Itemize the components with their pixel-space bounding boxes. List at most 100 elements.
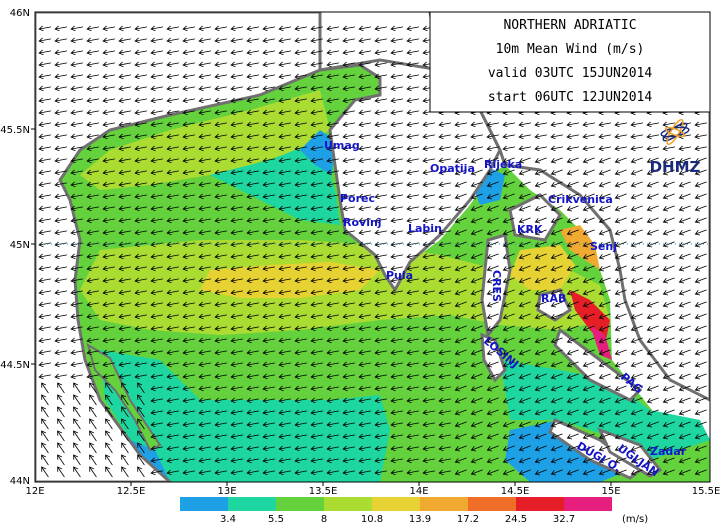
wind-arrow bbox=[630, 385, 643, 392]
wind-arrow bbox=[518, 205, 531, 212]
lon-tick-label: 12.5E bbox=[117, 486, 146, 497]
wind-arrow bbox=[214, 145, 227, 152]
wind-arrow bbox=[694, 241, 707, 248]
wind-arrow bbox=[198, 289, 211, 296]
wind-arrow bbox=[150, 445, 163, 452]
wind-arrow bbox=[166, 73, 179, 80]
wind-arrow bbox=[566, 289, 579, 296]
wind-arrow bbox=[150, 133, 163, 140]
wind-arrow bbox=[630, 349, 643, 356]
wind-arrow bbox=[534, 181, 547, 188]
wind-arrow bbox=[38, 301, 51, 308]
wind-arrow bbox=[214, 241, 227, 248]
wind-arrow bbox=[166, 217, 179, 224]
wind-arrow bbox=[326, 385, 339, 392]
wind-arrow bbox=[182, 49, 195, 56]
legend-swatch bbox=[180, 497, 228, 511]
wind-arrow bbox=[534, 373, 547, 380]
wind-arrow bbox=[374, 337, 387, 344]
wind-arrow bbox=[342, 229, 355, 236]
wind-arrow bbox=[150, 217, 163, 224]
wind-arrow bbox=[646, 313, 659, 320]
wind-arrow bbox=[486, 133, 499, 140]
wind-arrow bbox=[54, 73, 67, 80]
legend-tick-label: 8 bbox=[321, 514, 327, 525]
wind-arrow bbox=[614, 433, 627, 440]
wind-arrow bbox=[598, 337, 611, 344]
wind-arrow bbox=[326, 409, 339, 416]
wind-arrow bbox=[246, 457, 259, 464]
wind-arrow bbox=[358, 133, 371, 140]
wind-arrow bbox=[278, 157, 291, 164]
wind-arrow bbox=[694, 433, 707, 440]
wind-arrow bbox=[678, 205, 691, 212]
wind-arrow bbox=[454, 253, 467, 260]
wind-arrow bbox=[470, 133, 483, 140]
wind-arrow bbox=[486, 469, 499, 476]
wind-arrow bbox=[150, 85, 163, 92]
wind-arrow bbox=[406, 157, 419, 164]
wind-arrow bbox=[694, 217, 707, 224]
island-pag bbox=[553, 327, 643, 402]
wind-arrow bbox=[54, 181, 67, 188]
wind-arrow bbox=[678, 349, 691, 356]
wind-arrow bbox=[598, 469, 611, 476]
place-label-rab: RAB bbox=[541, 292, 566, 305]
wind-arrow bbox=[54, 373, 67, 380]
wind-arrow bbox=[518, 157, 531, 164]
wind-arrow bbox=[150, 361, 163, 368]
wind-arrow bbox=[150, 109, 163, 116]
wind-arrow bbox=[38, 265, 51, 272]
wind-arrow bbox=[406, 241, 419, 248]
wind-arrow bbox=[438, 325, 451, 332]
wind-arrow bbox=[326, 397, 339, 404]
wind-arrow bbox=[566, 145, 579, 152]
wind-arrow bbox=[86, 85, 99, 92]
wind-arrow bbox=[150, 433, 163, 440]
wind-arrow bbox=[246, 469, 259, 476]
wind-arrow bbox=[374, 421, 387, 428]
wind-arrow bbox=[342, 337, 355, 344]
wind-arrow bbox=[326, 133, 339, 140]
wind-arrow bbox=[678, 361, 691, 368]
wind-arrow bbox=[550, 301, 563, 308]
wind-arrow bbox=[198, 229, 211, 236]
wind-arrow bbox=[550, 421, 563, 428]
wind-arrow bbox=[70, 361, 83, 368]
wind-arrow bbox=[198, 265, 211, 272]
wind-arrow bbox=[89, 430, 97, 442]
place-label-cres: CRES bbox=[490, 270, 503, 302]
wind-arrow bbox=[678, 145, 691, 152]
wind-arrow bbox=[262, 361, 275, 368]
wind-arrow bbox=[486, 289, 499, 296]
wind-arrow bbox=[182, 229, 195, 236]
wind-arrow bbox=[278, 421, 291, 428]
wind-arrow bbox=[182, 109, 195, 116]
place-label-pula: Pula bbox=[386, 269, 413, 282]
wind-arrow bbox=[438, 277, 451, 284]
wind-arrow bbox=[358, 457, 371, 464]
wind-arrow bbox=[182, 205, 195, 212]
wind-arrow bbox=[182, 121, 195, 128]
wind-arrow bbox=[246, 193, 259, 200]
wind-arrow bbox=[70, 133, 83, 140]
wind-arrow bbox=[646, 133, 659, 140]
wind-arrow bbox=[454, 145, 467, 152]
wind-arrow bbox=[566, 277, 579, 284]
wind-arrow bbox=[662, 181, 675, 188]
wind-arrow bbox=[166, 157, 179, 164]
wind-arrow bbox=[678, 457, 691, 464]
wind-arrow bbox=[150, 49, 163, 56]
wind-arrow bbox=[534, 469, 547, 476]
wind-arrow bbox=[198, 409, 211, 416]
wind-arrow bbox=[502, 217, 515, 224]
wind-arrow bbox=[214, 61, 227, 68]
wind-arrow bbox=[294, 133, 307, 140]
wind-arrow bbox=[342, 37, 355, 44]
wind-arrow bbox=[678, 445, 691, 452]
wind-arrow bbox=[694, 409, 707, 416]
wind-arrow bbox=[374, 109, 387, 116]
wind-arrow bbox=[150, 37, 163, 44]
wind-arrow bbox=[630, 337, 643, 344]
wind-arrow bbox=[230, 253, 243, 260]
